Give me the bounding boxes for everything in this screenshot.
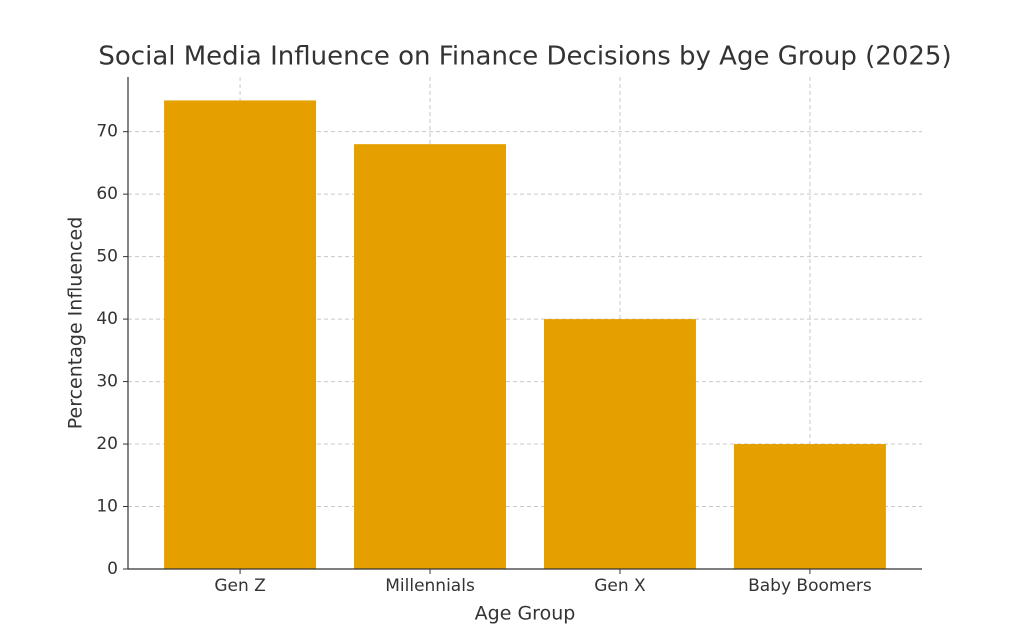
- bars: [164, 100, 886, 569]
- bar: [543, 319, 696, 569]
- y-tick-label: 0: [107, 559, 118, 579]
- x-tick-label: Gen Z: [214, 576, 265, 596]
- chart-title: Social Media Influence on Finance Decisi…: [98, 42, 951, 72]
- y-tick-label: 30: [96, 372, 118, 392]
- y-tick-label: 70: [96, 122, 118, 142]
- x-tick-label: Gen X: [594, 576, 646, 596]
- x-tick-label: Baby Boomers: [748, 576, 872, 596]
- y-tick-label: 60: [96, 184, 118, 204]
- y-tick-label: 20: [96, 434, 118, 454]
- bar: [733, 444, 886, 569]
- y-axis-label: Percentage Influenced: [65, 217, 87, 430]
- y-tick-label: 40: [96, 309, 118, 329]
- y-tick-label: 10: [96, 497, 118, 517]
- y-tick-label: 50: [96, 247, 118, 267]
- axes: 0 10 20 30 40 50 60 70 Gen Z Millennials Gen X Baby…: [96, 77, 922, 596]
- x-tick-label: Millennials: [385, 576, 475, 596]
- bar: [164, 100, 317, 569]
- x-axis-label: Age Group: [475, 603, 576, 625]
- bar: [354, 144, 507, 569]
